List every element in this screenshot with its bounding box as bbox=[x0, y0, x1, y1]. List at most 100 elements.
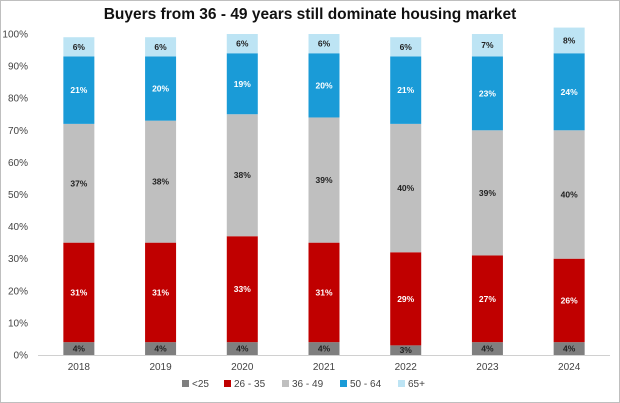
legend-label: 36 - 49 bbox=[292, 379, 324, 390]
data-label: 8% bbox=[563, 35, 576, 45]
y-tick-label: 50% bbox=[8, 190, 28, 201]
legend-swatch bbox=[282, 380, 289, 387]
bar-segment bbox=[553, 258, 585, 343]
bar-segment bbox=[63, 56, 95, 124]
x-tick-label: 2021 bbox=[313, 362, 336, 373]
data-label: 6% bbox=[236, 39, 249, 49]
data-label: 40% bbox=[561, 190, 578, 200]
bar-segment bbox=[226, 342, 258, 355]
legend-label: 26 - 35 bbox=[234, 379, 266, 390]
data-label: 4% bbox=[481, 344, 494, 354]
bar-segment bbox=[63, 242, 95, 343]
bar-segment bbox=[308, 34, 340, 54]
bar-segment bbox=[145, 56, 177, 121]
data-label: 31% bbox=[315, 287, 332, 297]
data-label: 21% bbox=[397, 85, 414, 95]
x-tick-label: 2024 bbox=[558, 362, 581, 373]
bar-segment bbox=[390, 123, 422, 253]
x-tick-label: 2019 bbox=[149, 362, 172, 373]
bar-segment bbox=[145, 37, 177, 57]
y-tick-label: 70% bbox=[8, 126, 28, 137]
bar-segment bbox=[308, 117, 340, 243]
bar-segment bbox=[390, 56, 422, 124]
x-tick-label: 2020 bbox=[231, 362, 254, 373]
data-label: 23% bbox=[479, 88, 496, 98]
bar-segment bbox=[390, 37, 422, 57]
data-label: 31% bbox=[70, 287, 87, 297]
data-label: 6% bbox=[318, 39, 331, 49]
data-label: 26% bbox=[561, 295, 578, 305]
data-label: 4% bbox=[236, 344, 249, 354]
data-label: 37% bbox=[70, 178, 87, 188]
legend-swatch bbox=[340, 380, 347, 387]
y-tick-label: 100% bbox=[2, 30, 28, 41]
bar-segment bbox=[145, 120, 177, 243]
data-label: 38% bbox=[152, 177, 169, 187]
bar-segment bbox=[471, 342, 503, 355]
y-tick-label: 10% bbox=[8, 318, 28, 329]
data-label: 27% bbox=[479, 294, 496, 304]
bar-segment bbox=[63, 37, 95, 57]
legend-label: <25 bbox=[192, 379, 209, 390]
data-label: 21% bbox=[70, 85, 87, 95]
data-label: 3% bbox=[400, 345, 413, 355]
data-label: 20% bbox=[152, 84, 169, 94]
legend-label: 50 - 64 bbox=[350, 379, 382, 390]
data-label: 40% bbox=[397, 183, 414, 193]
data-label: 6% bbox=[154, 42, 167, 52]
bar-segment bbox=[226, 236, 258, 343]
data-label: 39% bbox=[479, 188, 496, 198]
data-label: 29% bbox=[397, 294, 414, 304]
data-label: 38% bbox=[234, 170, 251, 180]
bar-segment bbox=[308, 242, 340, 343]
bar-segment bbox=[553, 342, 585, 355]
x-tick-label: 2022 bbox=[395, 362, 418, 373]
bar-segment bbox=[226, 114, 258, 237]
data-label: 4% bbox=[73, 344, 86, 354]
bar-segment bbox=[226, 34, 258, 54]
data-label: 4% bbox=[563, 344, 576, 354]
bar-segment bbox=[145, 242, 177, 343]
data-label: 20% bbox=[315, 80, 332, 90]
data-label: 6% bbox=[73, 42, 86, 52]
bar-segment bbox=[471, 255, 503, 343]
bar-segment bbox=[553, 53, 585, 131]
y-tick-label: 0% bbox=[14, 351, 29, 362]
data-label: 4% bbox=[318, 344, 331, 354]
bar-segment bbox=[63, 123, 95, 243]
legend-swatch bbox=[398, 380, 405, 387]
y-tick-label: 40% bbox=[8, 222, 28, 233]
y-tick-label: 20% bbox=[8, 286, 28, 297]
data-label: 39% bbox=[315, 175, 332, 185]
y-tick-label: 60% bbox=[8, 158, 28, 169]
data-label: 4% bbox=[154, 344, 167, 354]
bar-segment bbox=[145, 342, 177, 355]
y-tick-label: 30% bbox=[8, 254, 28, 265]
data-label: 7% bbox=[481, 40, 494, 50]
data-label: 31% bbox=[152, 287, 169, 297]
bar-segment bbox=[63, 342, 95, 355]
bar-segment bbox=[390, 345, 422, 355]
bar-segment bbox=[553, 130, 585, 259]
data-label: 24% bbox=[561, 87, 578, 97]
bar-segment bbox=[390, 252, 422, 346]
bar-segment bbox=[308, 342, 340, 355]
chart-title: Buyers from 36 - 49 years still dominate… bbox=[103, 6, 517, 23]
bar-segment bbox=[471, 130, 503, 256]
legend-label: 65+ bbox=[408, 379, 425, 390]
x-tick-label: 2018 bbox=[68, 362, 91, 373]
bar-segment bbox=[553, 27, 585, 54]
legend-swatch bbox=[224, 380, 231, 387]
bar-segment bbox=[471, 34, 503, 57]
bar-segment bbox=[308, 53, 340, 118]
y-tick-label: 90% bbox=[8, 62, 28, 73]
legend-swatch bbox=[182, 380, 189, 387]
bar-segment bbox=[471, 56, 503, 131]
data-label: 6% bbox=[400, 42, 413, 52]
data-label: 19% bbox=[234, 79, 251, 89]
data-label: 33% bbox=[234, 284, 251, 294]
x-tick-label: 2023 bbox=[476, 362, 499, 373]
bar-segment bbox=[226, 53, 258, 115]
y-tick-label: 80% bbox=[8, 94, 28, 105]
